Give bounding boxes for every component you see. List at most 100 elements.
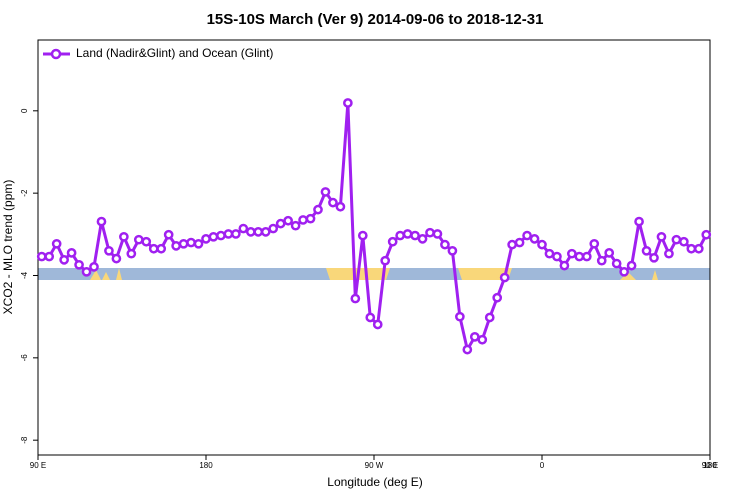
data-point [96, 216, 107, 227]
data-point [223, 229, 234, 239]
data-point [432, 229, 443, 239]
data-point [522, 230, 532, 241]
data-point [260, 227, 271, 237]
data-point [402, 229, 413, 239]
data-point [231, 229, 241, 239]
data-point [387, 236, 398, 247]
data-point [492, 292, 503, 303]
data-point [290, 220, 301, 231]
data-point [74, 259, 84, 270]
data-point [611, 258, 622, 269]
data-point [178, 238, 189, 249]
data-point [81, 266, 92, 277]
data-point [686, 243, 697, 254]
data-point [238, 223, 249, 234]
data-point [253, 227, 264, 237]
data-point [410, 230, 420, 241]
data-point [201, 234, 211, 244]
data-point [693, 243, 704, 254]
data-point [104, 245, 114, 256]
x-tick-label: 180 [703, 461, 717, 470]
data-point [357, 230, 368, 241]
data-point [283, 215, 293, 226]
data-point [626, 260, 637, 271]
data-point [499, 272, 510, 283]
data-point [298, 215, 308, 225]
series-line [41, 102, 708, 354]
data-point [559, 260, 570, 271]
data-point [671, 234, 682, 245]
land-band [620, 272, 636, 280]
data-point [507, 239, 517, 250]
data-point [193, 238, 204, 249]
data-point [567, 248, 577, 259]
data-point [365, 312, 376, 323]
x-tick-label: 180 [199, 461, 213, 470]
land-band [90, 270, 101, 280]
land-band [458, 268, 512, 280]
data-point [440, 239, 450, 250]
y-tick-label: 0 [20, 108, 29, 113]
data-point [305, 213, 316, 224]
data-point [537, 239, 547, 250]
x-tick-label: 90 E [30, 461, 46, 470]
data-point [641, 245, 652, 256]
land-mask [38, 268, 710, 280]
data-point [634, 216, 644, 227]
data-point [395, 230, 405, 241]
data-point [604, 248, 615, 258]
data-point [701, 229, 712, 240]
data-point [141, 236, 152, 247]
data-point [320, 187, 331, 197]
data-point [372, 319, 383, 330]
data-point [208, 231, 219, 242]
y-axis-label: XCO2 - MLO trend (ppm) [1, 180, 15, 315]
data-point [186, 237, 196, 248]
data-point [313, 204, 323, 215]
data-point [455, 311, 465, 322]
data-point [335, 201, 346, 212]
data-point [66, 248, 77, 258]
data-point [59, 255, 69, 265]
data-point [679, 236, 689, 247]
data-point [477, 334, 488, 345]
data-point [163, 229, 174, 240]
data-point [469, 331, 480, 342]
data-point [268, 223, 279, 234]
data-point [156, 243, 167, 254]
data-point [148, 243, 159, 254]
data-point [529, 234, 540, 244]
land-band [652, 270, 658, 280]
land-band [116, 268, 122, 280]
data-point [119, 231, 129, 242]
data-point [447, 245, 458, 256]
data-point [664, 248, 674, 259]
data-point [552, 251, 562, 262]
data-point [343, 98, 353, 108]
x-tick-label: 90 E [702, 461, 718, 470]
legend-label: Land (Nadir&Glint) and Ocean (Glint) [76, 46, 273, 60]
data-point [649, 252, 659, 263]
data-point [581, 251, 592, 262]
y-tick-label: -2 [20, 189, 29, 197]
data-point [111, 253, 122, 264]
plot-frame [37, 39, 711, 456]
data-point [133, 234, 144, 245]
data-point [462, 344, 473, 355]
data-point [574, 251, 585, 262]
data-point [619, 266, 629, 277]
x-tick-label: 90 W [365, 461, 384, 470]
data-point [275, 218, 286, 229]
x-tick-label: 0 [540, 461, 545, 470]
y-tick-label: -6 [20, 354, 29, 362]
data-point [89, 262, 99, 272]
data-point [350, 293, 361, 304]
data-point [380, 255, 391, 266]
data-point [126, 248, 137, 259]
data-point [171, 241, 181, 251]
data-point [589, 238, 600, 249]
data-point [44, 251, 55, 262]
data-point [328, 197, 338, 208]
y-tick-label: -4 [20, 271, 29, 279]
data-point [596, 255, 607, 266]
